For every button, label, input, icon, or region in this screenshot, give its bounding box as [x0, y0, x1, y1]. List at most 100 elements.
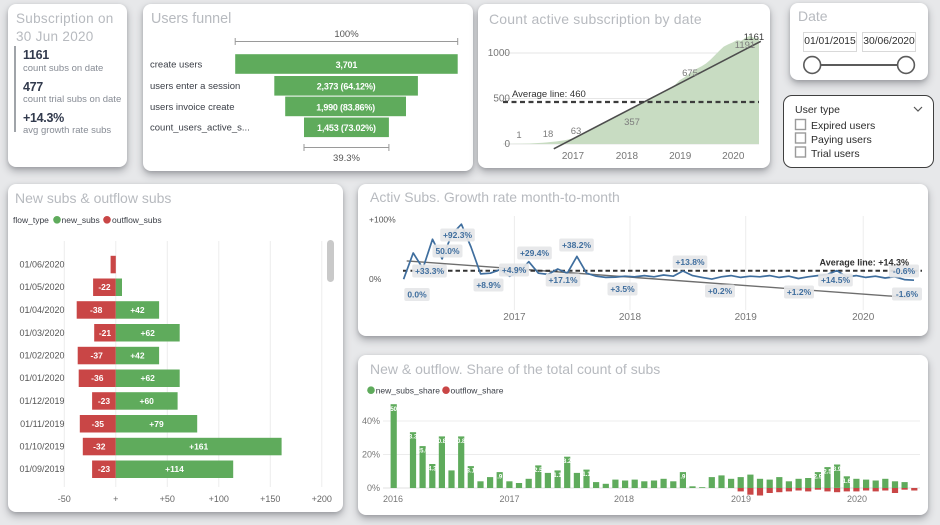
svg-text:1000: 1000 — [488, 48, 511, 59]
svg-text:+13.8%: +13.8% — [675, 257, 705, 267]
svg-text:01/06/2020: 01/06/2020 — [19, 260, 64, 270]
svg-text:2,373 (64.12%): 2,373 (64.12%) — [317, 82, 376, 92]
svg-text:+100%: +100% — [369, 215, 396, 225]
svg-text:-23: -23 — [98, 396, 111, 406]
svg-text:0.8: 0.8 — [457, 439, 466, 445]
svg-text:3,701: 3,701 — [336, 60, 358, 70]
svg-text:+50: +50 — [160, 494, 175, 504]
svg-text:2.5: 2.5 — [823, 470, 832, 476]
svg-text:01/02/2020: 01/02/2020 — [19, 351, 64, 361]
svg-text:+60: +60 — [139, 396, 154, 406]
svg-text:+33.3%: +33.3% — [415, 266, 445, 276]
svg-text:+161: +161 — [189, 442, 208, 452]
svg-text:+17.1%: +17.1% — [548, 275, 578, 285]
svg-text:.9: .9 — [680, 475, 686, 481]
svg-text:25.0: 25.0 — [417, 449, 429, 455]
svg-text:-36: -36 — [91, 373, 104, 383]
svg-text:20%: 20% — [362, 450, 380, 460]
svg-text:50.0%: 50.0% — [435, 246, 460, 256]
svg-text:357: 357 — [624, 117, 640, 128]
svg-text:1: 1 — [516, 130, 521, 141]
svg-text:new_subs: new_subs — [62, 215, 100, 225]
svg-text:2018: 2018 — [619, 312, 642, 323]
svg-text:01/01/2020: 01/01/2020 — [19, 373, 64, 383]
svg-text:2018: 2018 — [614, 494, 634, 504]
svg-text:4.3: 4.3 — [428, 467, 437, 473]
svg-text:+8.9%: +8.9% — [476, 280, 501, 290]
svg-text:1.1: 1.1 — [582, 472, 591, 478]
svg-text:2017: 2017 — [503, 312, 526, 323]
svg-text:0%: 0% — [367, 483, 380, 493]
svg-text:01/05/2020: 01/05/2020 — [19, 282, 64, 292]
svg-text:-38: -38 — [90, 305, 103, 315]
svg-text:2020: 2020 — [852, 312, 875, 323]
svg-text:+3.5%: +3.5% — [610, 284, 635, 294]
svg-text:2.9: 2.9 — [814, 475, 823, 481]
svg-text:users invoice create: users invoice create — [150, 102, 234, 113]
svg-text:0.8: 0.8 — [438, 439, 447, 445]
svg-text:2020: 2020 — [722, 151, 745, 162]
svg-text:2.5: 2.5 — [534, 468, 543, 474]
svg-text:01/03/2020: 01/03/2020 — [19, 328, 64, 338]
svg-text:18: 18 — [543, 129, 554, 140]
svg-text:Average line: +14.3%: Average line: +14.3% — [820, 258, 909, 268]
svg-text:1191: 1191 — [735, 40, 755, 51]
svg-text:2019: 2019 — [735, 312, 758, 323]
svg-text:+79: +79 — [149, 419, 164, 429]
svg-text:count_users_active_s...: count_users_active_s... — [150, 123, 250, 134]
svg-text:-23: -23 — [98, 464, 111, 474]
svg-text:+150: +150 — [260, 494, 280, 504]
svg-text:+0.2%: +0.2% — [708, 286, 733, 296]
svg-text:new_subs_share: new_subs_share — [376, 386, 441, 396]
svg-text:8.2: 8.2 — [563, 459, 572, 465]
svg-text:01/11/2019: 01/11/2019 — [20, 419, 64, 429]
svg-text:2019: 2019 — [669, 151, 692, 162]
svg-text:3.9: 3.9 — [833, 467, 842, 473]
svg-text:40%: 40% — [362, 416, 380, 426]
svg-text:2016: 2016 — [383, 494, 403, 504]
svg-text:+114: +114 — [165, 464, 184, 474]
svg-text:63: 63 — [571, 126, 582, 137]
svg-text:100%: 100% — [334, 29, 359, 40]
svg-text:01/04/2020: 01/04/2020 — [19, 305, 64, 315]
svg-text:2017: 2017 — [499, 494, 519, 504]
svg-text:Average line: 460: Average line: 460 — [512, 89, 586, 100]
svg-text:-32: -32 — [93, 442, 106, 452]
svg-text:+1.2%: +1.2% — [787, 287, 812, 297]
svg-text:2018: 2018 — [616, 151, 639, 162]
svg-text:.9: .9 — [497, 475, 503, 481]
svg-text:-22: -22 — [98, 282, 111, 292]
svg-text:500: 500 — [493, 94, 510, 105]
svg-text:1,453 (73.02%): 1,453 (73.02%) — [317, 123, 376, 133]
svg-text:39.3%: 39.3% — [333, 153, 360, 164]
svg-text:+62: +62 — [140, 328, 155, 338]
svg-text:2017: 2017 — [562, 151, 585, 162]
svg-text:+42: +42 — [130, 351, 145, 361]
svg-text:+42: +42 — [130, 305, 145, 315]
svg-text:675: 675 — [682, 68, 698, 79]
svg-text:0.0%: 0.0% — [407, 290, 427, 300]
svg-text:-21: -21 — [99, 328, 112, 338]
svg-text:+4.9%: +4.9% — [502, 265, 527, 275]
svg-text:+92.3%: +92.3% — [443, 230, 473, 240]
svg-text:-50: -50 — [58, 494, 71, 504]
svg-text:+62: +62 — [140, 373, 155, 383]
svg-text:3.3: 3.3 — [409, 435, 418, 441]
svg-text:3.1: 3.1 — [467, 469, 476, 475]
svg-text:+14.5%: +14.5% — [821, 275, 851, 285]
svg-text:-0.6%: -0.6% — [893, 266, 916, 276]
svg-text:01/09/2019: 01/09/2019 — [19, 464, 64, 474]
svg-text:01/12/2019: 01/12/2019 — [19, 396, 64, 406]
svg-text:+100: +100 — [209, 494, 229, 504]
svg-text:1.6: 1.6 — [843, 479, 852, 485]
svg-text:1.1: 1.1 — [553, 473, 562, 479]
svg-text:+: + — [113, 494, 118, 504]
svg-text:outflow_subs: outflow_subs — [112, 215, 162, 225]
svg-text:1161: 1161 — [744, 32, 764, 43]
svg-text:2019: 2019 — [731, 494, 751, 504]
svg-text:-37: -37 — [91, 351, 104, 361]
svg-text:users enter a session: users enter a session — [150, 81, 240, 92]
svg-text:0: 0 — [504, 139, 510, 150]
svg-text:create users: create users — [150, 59, 203, 70]
svg-text:outflow_share: outflow_share — [451, 386, 504, 396]
